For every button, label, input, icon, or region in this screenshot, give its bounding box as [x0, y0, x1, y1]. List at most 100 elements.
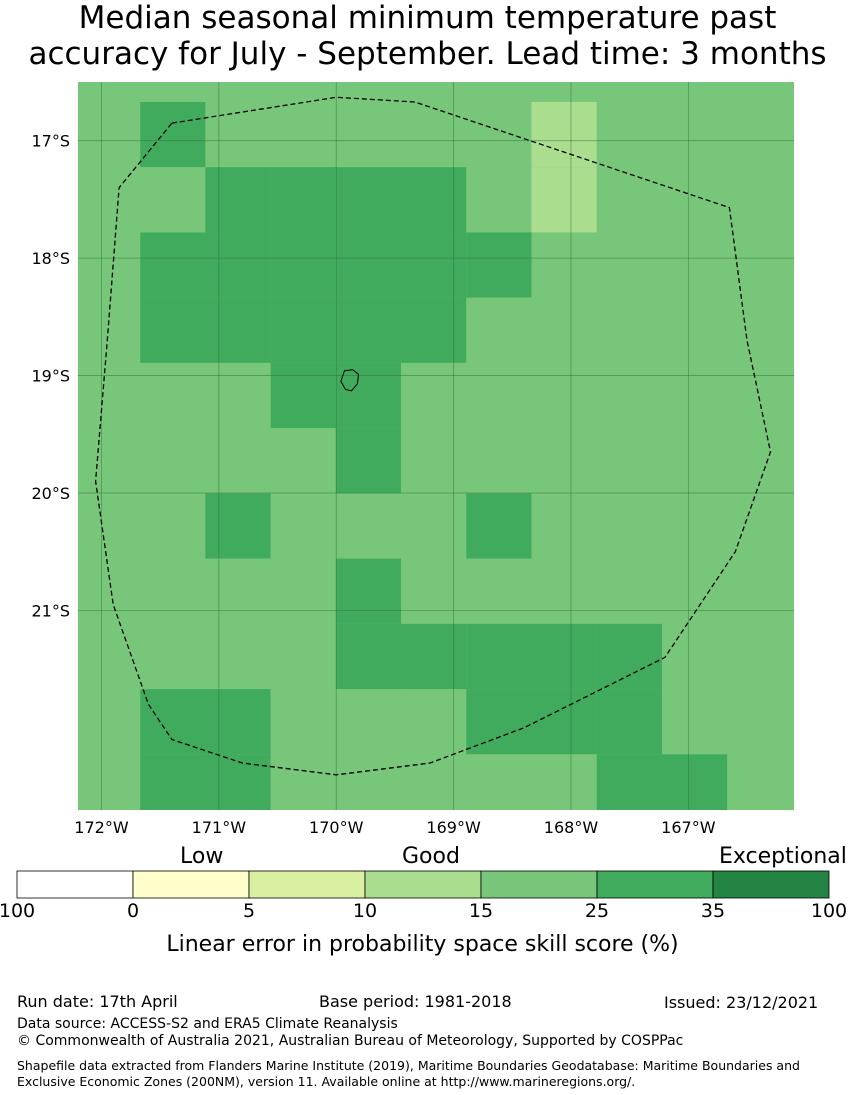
- colorbar-tick-label: 15: [468, 900, 494, 922]
- colorbar-segment: [248, 870, 366, 899]
- latitude-tick-label: 21°S: [31, 601, 70, 620]
- grid-cell: [205, 101, 271, 168]
- grid-cell: [335, 689, 402, 755]
- colorbar-segment: [132, 870, 250, 899]
- grid-cell: [335, 428, 402, 494]
- map-title-line1: Median seasonal minimum temperature past: [78, 0, 777, 36]
- longitude-tick-label: 168°W: [544, 818, 599, 837]
- grid-cell: [401, 493, 467, 559]
- grid-cell: [531, 493, 597, 559]
- grid-cell: [401, 232, 467, 298]
- grid-cell: [335, 297, 402, 363]
- grid-cell: [466, 167, 532, 233]
- grid-cell: [270, 689, 336, 755]
- grid-cell: [270, 362, 336, 429]
- colorbar-tick-label: 35: [700, 900, 726, 922]
- colorbar-segment: [16, 870, 134, 899]
- grid-cell: [531, 428, 597, 494]
- grid-cell: [270, 493, 336, 559]
- grid-cell: [270, 754, 336, 810]
- longitude-tick-label: 171°W: [192, 818, 247, 837]
- data-source: Data source: ACCESS-S2 and ERA5 Climate …: [17, 1016, 398, 1032]
- grid-cell: [335, 754, 402, 810]
- grid-cell: [466, 232, 532, 298]
- colorbar-category-exceptional: Exceptional: [719, 844, 847, 869]
- grid-cell: [531, 754, 597, 810]
- grid-cell: [270, 101, 336, 168]
- grid-cell: [335, 623, 402, 690]
- colorbar-segment: [364, 870, 482, 899]
- latitude-tick-labels: 17°S 18°S 19°S 20°S 21°S: [31, 132, 70, 621]
- shapefile-attribution: Shapefile data extracted from Flanders M…: [17, 1058, 800, 1089]
- skill-grid: [78, 82, 794, 810]
- grid-cell: [531, 623, 597, 690]
- grid-cell: [205, 558, 271, 624]
- grid-cell: [140, 297, 206, 363]
- colorbar-tick-label: 0: [126, 900, 140, 922]
- grid-cell: [270, 297, 336, 363]
- grid-cell: [401, 689, 467, 755]
- longitude-tick-label: 172°W: [74, 818, 129, 837]
- colorbar-category-low: Low: [180, 844, 224, 869]
- longitude-tick-label: 167°W: [661, 818, 716, 837]
- grid-cell: [205, 362, 271, 429]
- grid-cell: [270, 623, 336, 690]
- colorbar-tick-label: 25: [584, 900, 610, 922]
- grid-cell: [140, 493, 206, 559]
- grid-cell: [140, 167, 206, 233]
- grid-cell: [335, 493, 402, 559]
- map-title-line2: accuracy for July - September. Lead time…: [28, 36, 827, 72]
- skill-map: 172°W 171°W 170°W 169°W 168°W 167°W 17°S18°S1…: [31, 82, 794, 837]
- grid-cell: [140, 689, 206, 755]
- grid-cell: [270, 558, 336, 624]
- grid-cell: [140, 232, 206, 298]
- grid-cell: [140, 101, 206, 168]
- grid-cell: [335, 101, 402, 168]
- colorbar-title: Linear error in probability space skill …: [166, 932, 679, 957]
- niue-island-outline: [340, 369, 360, 392]
- latitude-tick-label: 19°S: [31, 367, 70, 386]
- grid-cell: [335, 232, 402, 298]
- grid-cell: [466, 754, 532, 810]
- grid-cell: [466, 362, 532, 429]
- grid-cell: [335, 362, 402, 429]
- grid-cell: [401, 558, 467, 624]
- colorbar-segment: [596, 870, 714, 899]
- grid-cell: [205, 232, 271, 298]
- graticule: [78, 82, 794, 810]
- colorbar-tick-label: 100: [0, 900, 36, 922]
- grid-cell: [466, 493, 532, 559]
- grid-cell: [140, 362, 206, 429]
- colorbar-bar: [16, 870, 830, 899]
- grid-cell: [531, 297, 597, 363]
- colorbar-tick-label: 100: [810, 900, 848, 922]
- grid-cell: [401, 297, 467, 363]
- grid-cell: [140, 428, 206, 494]
- grid-cell: [596, 689, 662, 755]
- grid-cell: [466, 558, 532, 624]
- grid-cell: [335, 558, 402, 624]
- latitude-tick-label: 17°S: [31, 132, 70, 151]
- colorbar-category-good: Good: [402, 844, 460, 869]
- grid-cell: [270, 167, 336, 233]
- issued-date: Issued: 23/12/2021: [664, 993, 819, 1012]
- grid-cell: [531, 689, 597, 755]
- run-date: Run date: 17th April: [17, 992, 178, 1011]
- latitude-tick-label: 20°S: [31, 484, 70, 503]
- grid-cell: [335, 167, 402, 233]
- grid-cell: [205, 754, 271, 810]
- grid-cell: [466, 689, 532, 755]
- grid-cell: [401, 167, 467, 233]
- latitude-tick-label: 18°S: [31, 249, 70, 268]
- grid-cell: [466, 623, 532, 690]
- base-period: Base period: 1981-2018: [319, 992, 512, 1011]
- grid-cell: [531, 558, 597, 624]
- grid-cell: [596, 623, 662, 690]
- grid-cell: [205, 167, 271, 233]
- grid-cell: [140, 558, 206, 624]
- grid-cell: [466, 428, 532, 494]
- grid-cell: [205, 623, 271, 690]
- longitude-tick-labels: 172°W 171°W 170°W 169°W 168°W 167°W: [74, 818, 715, 837]
- grid-cell: [466, 297, 532, 363]
- grid-cell: [596, 754, 662, 810]
